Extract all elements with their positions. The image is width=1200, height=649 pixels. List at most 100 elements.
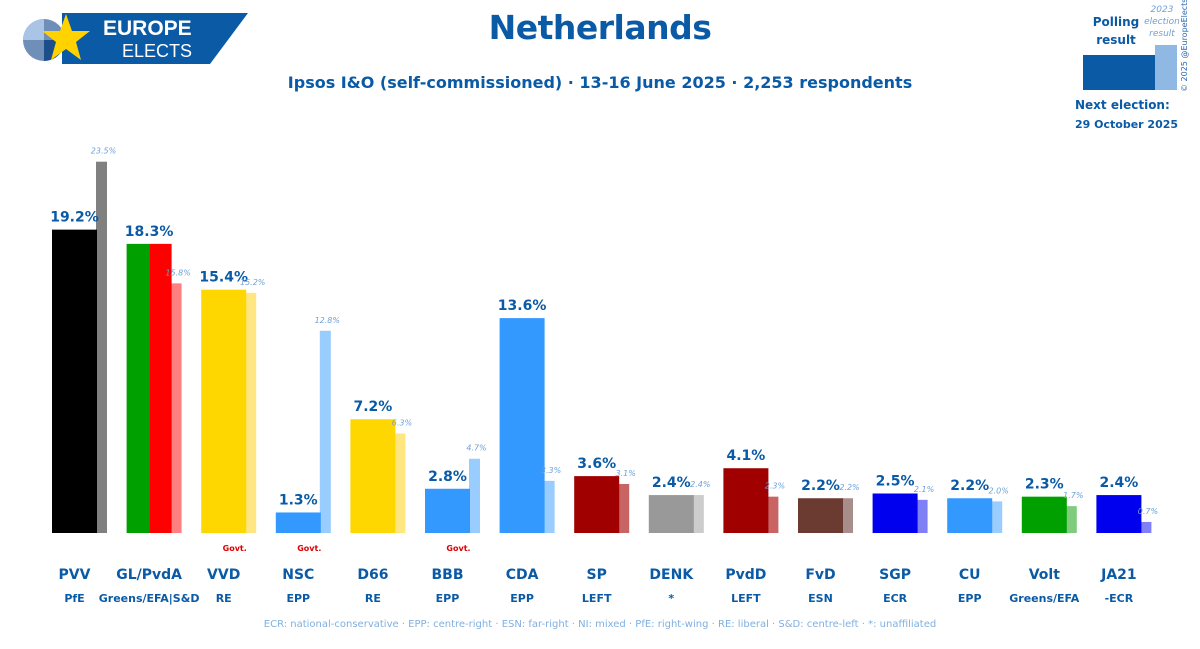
poll-bar-gl-pvda-part2: [149, 243, 172, 534]
previous-bar-bbb: [469, 458, 480, 533]
poll-bar-bbb: [425, 488, 470, 533]
party-group-label: RE: [216, 592, 232, 605]
poll-bar-denk: [648, 495, 694, 533]
poll-bar-vvd: [201, 289, 247, 533]
party-name-label: GL/PvdA: [116, 567, 182, 583]
poll-value-label: 15.4%: [199, 270, 248, 286]
poll-value-label: 18.3%: [125, 224, 174, 240]
previous-bar-sp: [618, 484, 630, 533]
poll-value-label: 1.3%: [279, 492, 318, 508]
poll-bar-gl-pvda: [126, 243, 150, 534]
poll-value-label: 2.2%: [950, 478, 989, 494]
party-name-label: JA21: [1100, 567, 1137, 583]
previous-value-label: 15.8%: [165, 268, 190, 277]
party-name-label: BBB: [431, 567, 463, 583]
poll-bar-pvdd: [723, 468, 769, 533]
party-name-label: Volt: [1029, 567, 1060, 583]
previous-value-label: 3.1%: [616, 469, 636, 478]
next-election-label: Next election:: [1075, 98, 1170, 112]
previous-bar-sgp: [916, 499, 928, 533]
logo-star-icon: [42, 14, 90, 60]
party-group-label: PfE: [64, 592, 84, 605]
party-group-label: ECR: [883, 592, 908, 605]
party-group-label: EPP: [436, 592, 460, 605]
party-group-label: LEFT: [731, 592, 761, 605]
logo-line2: ELECTS: [122, 41, 192, 61]
party-name-label: FvD: [805, 567, 835, 583]
party-group-label: Greens/EFA|S&D: [99, 592, 200, 605]
poll-value-label: 13.6%: [498, 298, 547, 314]
poll-value-label: 2.8%: [428, 469, 467, 485]
government-marker: Govt.: [297, 544, 321, 553]
previous-bar-pvdd: [767, 496, 779, 533]
party-group-label: *: [668, 592, 674, 605]
party-name-label: VVD: [207, 567, 240, 583]
poll-value-label: 4.1%: [726, 448, 765, 464]
poll-value-label: 2.5%: [876, 474, 915, 490]
party-name-label: D66: [357, 567, 388, 583]
party-name-label: NSC: [282, 567, 314, 583]
previous-bar-gl-pvda: [170, 283, 182, 533]
logo-banner: [62, 13, 248, 64]
poll-bar-cda: [499, 318, 545, 533]
government-marker: Govt.: [446, 544, 470, 553]
next-election-date: 29 October 2025: [1075, 118, 1179, 131]
page-subtitle: Ipsos I&O (self-commissioned) · 13-16 Ju…: [287, 73, 913, 92]
poll-bar-pvv: [52, 229, 97, 533]
previous-bar-vvd: [245, 292, 257, 533]
legend-polling-label: Polling result: [1092, 15, 1140, 47]
poll-value-label: 19.2%: [50, 210, 99, 226]
poll-bar-d66: [350, 419, 396, 533]
poll-value-label: 7.2%: [353, 399, 392, 415]
party-name-label: SGP: [879, 567, 911, 583]
poll-bar-nsc: [275, 512, 321, 533]
previous-value-label: 0.7%: [1138, 507, 1158, 516]
poll-bar-sgp: [872, 493, 918, 533]
party-group-label: RE: [365, 592, 381, 605]
logo-line1: EUROPE: [103, 17, 192, 40]
previous-bar-denk: [692, 495, 704, 533]
party-name-label: DENK: [649, 567, 694, 583]
party-group-label: LEFT: [582, 592, 612, 605]
party-group-label: ESN: [808, 592, 833, 605]
party-name-label: SP: [587, 567, 607, 583]
previous-value-label: 2.3%: [765, 482, 785, 491]
previous-bar-volt: [1065, 506, 1077, 533]
party-group-label: -ECR: [1105, 592, 1134, 605]
poll-bar-volt: [1021, 496, 1067, 533]
poll-bar-sp: [574, 476, 620, 533]
previous-value-label: 2.2%: [839, 483, 859, 492]
footnote: ECR: national-conservative · EPP: centre…: [263, 619, 937, 630]
previous-bar-nsc: [319, 330, 331, 533]
legend-previous-label: 2023 election result: [1144, 5, 1180, 39]
party-group-label: EPP: [286, 592, 310, 605]
previous-bar-pvv: [96, 161, 107, 533]
previous-value-label: 23.5%: [91, 147, 116, 156]
poll-value-label: 2.3%: [1025, 477, 1064, 493]
previous-bar-cu: [991, 501, 1003, 533]
previous-value-label: 2.0%: [989, 486, 1009, 495]
poll-bar-cu: [947, 498, 993, 533]
previous-value-label: 2.1%: [914, 485, 934, 494]
party-name-label: CDA: [506, 567, 539, 583]
previous-value-label: 4.7%: [466, 444, 486, 453]
europe-elects-logo: EUROPE ELECTS: [0, 0, 260, 72]
poll-bar-ja21: [1096, 495, 1142, 533]
legend: Polling result 2023 election result Next…: [1070, 0, 1200, 140]
previous-value-label: 6.3%: [392, 418, 412, 427]
poll-bar-fvd: [798, 498, 843, 533]
previous-bar-d66: [394, 433, 406, 533]
previous-value-label: 15.2%: [240, 278, 265, 287]
previous-value-label: 2.4%: [690, 480, 710, 489]
previous-value-label: 3.3%: [541, 466, 561, 475]
legend-previous-swatch: [1155, 45, 1177, 90]
page-title: Netherlands: [488, 8, 712, 47]
party-name-label: CU: [959, 567, 981, 583]
party-name-label: PVV: [59, 567, 91, 583]
previous-bar-cda: [543, 480, 555, 533]
poll-value-label: 2.4%: [652, 475, 691, 491]
party-group-label: Greens/EFA: [1009, 592, 1080, 605]
previous-value-label: 1.7%: [1063, 491, 1083, 500]
previous-bar-fvd: [842, 498, 853, 533]
